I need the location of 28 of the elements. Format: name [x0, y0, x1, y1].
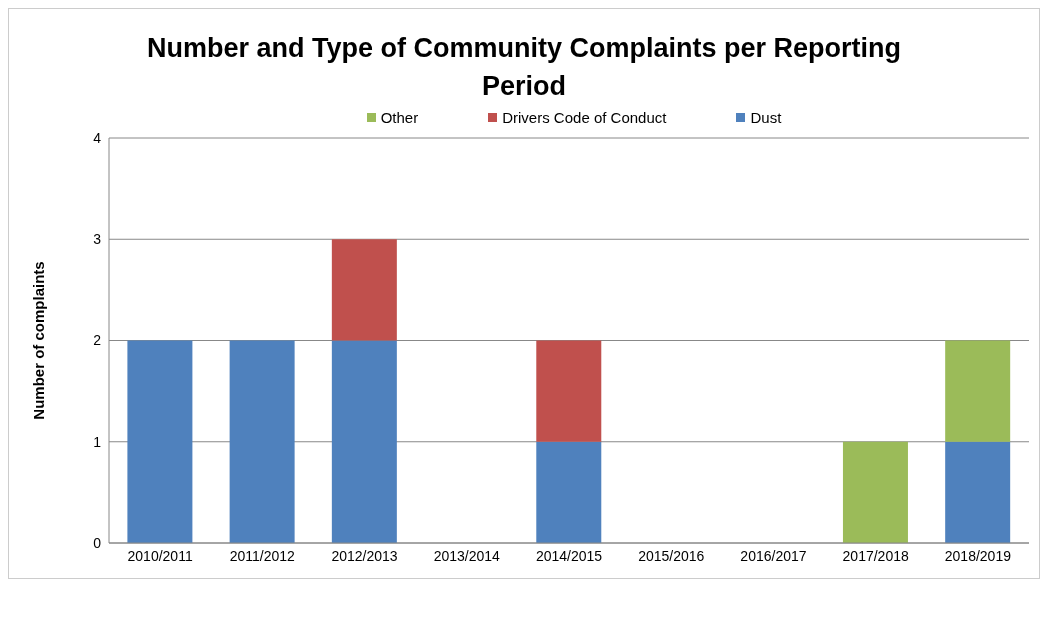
- y-tick-label: 3: [93, 231, 102, 248]
- bar: [331, 340, 397, 543]
- x-tick-label: 2015/2016: [638, 547, 705, 564]
- y-tick-label: 1: [93, 433, 102, 450]
- bar: [945, 340, 1011, 442]
- y-tick-label: 4: [93, 129, 102, 146]
- x-tick-label: 2018/2019: [944, 547, 1012, 564]
- bar: [229, 340, 295, 543]
- bar: [331, 239, 397, 341]
- x-tick-label: 2017/2018: [842, 547, 909, 564]
- legend-label: Other: [380, 109, 419, 126]
- x-tick-label: 2012/2013: [331, 547, 398, 564]
- bar: [536, 441, 602, 543]
- x-tick-label: 2014/2015: [535, 547, 603, 564]
- legend-label: Drivers Code of Conduct: [502, 109, 667, 126]
- y-tick-label: 2: [93, 332, 102, 349]
- x-tick-label: 2010/2011: [127, 547, 193, 564]
- bar: [127, 340, 193, 543]
- y-tick-label: 0: [93, 534, 102, 551]
- x-tick-label: 2011/2012: [229, 547, 296, 564]
- y-axis-title: Number of complaints: [30, 261, 48, 420]
- bar: [536, 340, 602, 442]
- bar: [842, 441, 908, 543]
- x-tick-label: 2016/2017: [740, 547, 807, 564]
- x-tick-label: 2013/2014: [433, 547, 501, 564]
- legend-label: Dust: [750, 109, 782, 126]
- bar: [945, 441, 1011, 543]
- chart-title: Number and Type of Community Complaints per Reporting Period: [145, 32, 902, 103]
